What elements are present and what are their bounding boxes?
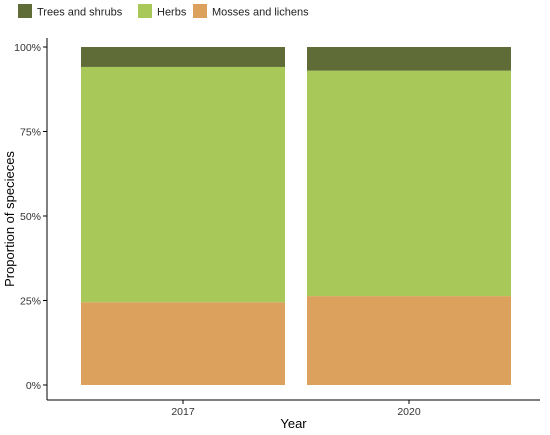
y-tick-label: 100%	[14, 42, 41, 54]
legend: Trees and shrubs Herbs Mosses and lichens	[18, 4, 309, 19]
x-tick-label: 2017	[171, 406, 195, 418]
bar-2017-mosses-and-lichens	[81, 302, 285, 385]
legend-swatch-trees-and-shrubs	[18, 4, 32, 18]
legend-label: Trees and shrubs	[37, 7, 123, 19]
bar-2020-trees-and-shrubs	[307, 47, 511, 71]
x-tick-label: 2020	[397, 406, 421, 418]
bar-2017-trees-and-shrubs	[81, 47, 285, 67]
legend-label: Mosses and lichens	[212, 7, 309, 19]
bar-2017-herbs	[81, 66, 285, 303]
y-tick-label: 25%	[20, 296, 41, 308]
legend-label: Herbs	[157, 7, 187, 19]
legend-swatch-mosses-and-lichens	[193, 4, 207, 18]
y-ticks: 0% 25% 50% 75% 100%	[14, 42, 47, 392]
y-tick-label: 50%	[20, 211, 41, 223]
y-axis-label: Proportion of specieсes	[2, 151, 17, 287]
y-tick-label: 0%	[26, 380, 41, 392]
bar-2020-herbs	[307, 70, 511, 297]
legend-swatch-herbs	[138, 4, 152, 18]
axes	[46, 38, 540, 401]
y-tick-label: 75%	[20, 127, 41, 139]
plot-area	[81, 47, 511, 385]
x-ticks: 2017 2020	[171, 400, 421, 418]
x-axis-label: Year	[280, 416, 307, 431]
bar-2020-mosses-and-lichens	[307, 296, 511, 385]
